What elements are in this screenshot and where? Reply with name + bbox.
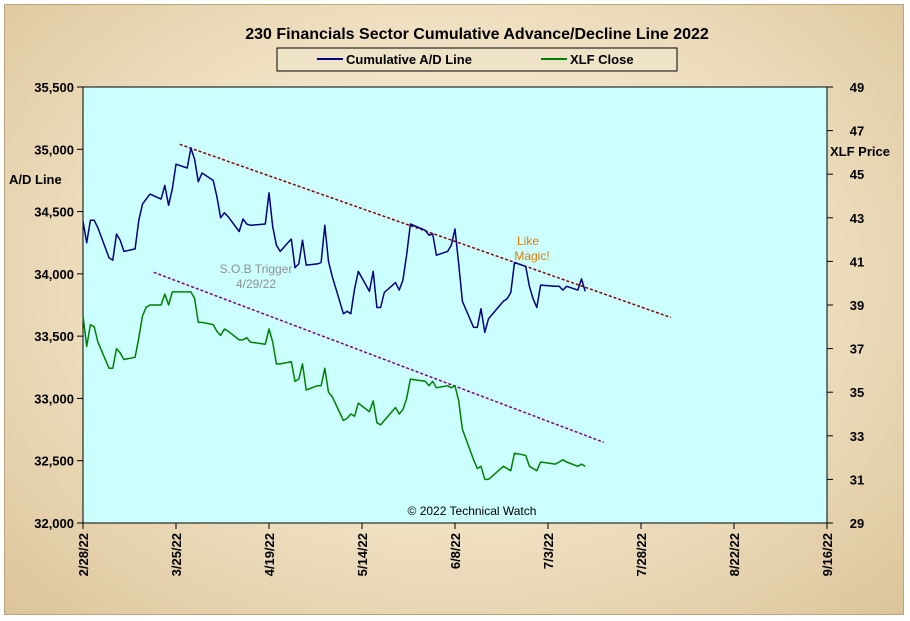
trendline-xlf [153, 271, 605, 444]
x-tick-label: 4/19/22 [262, 533, 277, 576]
left-tick-label: 32,000 [34, 516, 74, 531]
x-tick-label: 9/16/22 [820, 533, 835, 576]
right-axis-label: XLF Price [830, 144, 890, 159]
right-tick-label: 39 [850, 298, 864, 313]
left-tick-label: 34,500 [34, 205, 74, 220]
left-axis-ticks: 35,500 35,000 34,500 34,000 33,500 33,000 32,5… [34, 80, 83, 531]
copyright-text: © 2022 Technical Watch [408, 504, 537, 518]
x-tick-label: 7/28/22 [634, 533, 649, 576]
right-tick-label: 49 [850, 80, 864, 95]
right-tick-label: 43 [850, 211, 864, 226]
left-tick-label: 35,500 [34, 80, 74, 95]
annotation-sob: S.O.B Trigger [220, 262, 293, 276]
x-axis-ticks: 2/28/22 3/25/22 4/19/22 5/14/22 6/8/22 7/3/22… [76, 523, 835, 576]
legend: Cumulative A/D Line XLF Close [276, 47, 678, 72]
x-tick-label: 2/28/22 [76, 533, 91, 576]
x-tick-label: 7/3/22 [541, 533, 556, 569]
right-tick-label: 37 [850, 342, 864, 357]
right-tick-label: 47 [850, 124, 864, 139]
x-tick-label: 5/14/22 [355, 533, 370, 576]
x-tick-label: 8/22/22 [727, 533, 742, 576]
right-axis-ticks: 49 47 45 43 41 39 37 35 33 31 29 [827, 80, 864, 531]
left-tick-label: 34,000 [34, 267, 74, 282]
series-ad-line [82, 147, 586, 334]
left-tick-label: 32,500 [34, 454, 74, 469]
annotation-magic: Magic! [514, 249, 549, 263]
right-tick-label: 45 [850, 167, 864, 182]
right-tick-label: 29 [850, 516, 864, 531]
series-lines [82, 147, 586, 481]
plot-area [82, 86, 828, 524]
right-tick-label: 33 [850, 429, 864, 444]
series-xlf-close [82, 291, 586, 481]
legend-label-xlf: XLF Close [570, 52, 634, 67]
left-tick-label: 33,000 [34, 391, 74, 406]
chart-svg: 230 Financials Sector Cumulative Advance… [9, 26, 890, 576]
x-tick-label: 6/8/22 [448, 533, 463, 569]
annotation-sob-date: 4/29/22 [236, 277, 276, 291]
left-tick-label: 35,000 [34, 142, 74, 157]
legend-label-ad: Cumulative A/D Line [346, 52, 472, 67]
left-axis-label: A/D Line [9, 172, 62, 187]
left-tick-label: 33,500 [34, 329, 74, 344]
right-tick-label: 35 [850, 385, 864, 400]
chart-title: 230 Financials Sector Cumulative Advance… [245, 26, 709, 43]
right-tick-label: 31 [850, 472, 864, 487]
x-tick-label: 3/25/22 [169, 533, 184, 576]
right-tick-label: 41 [850, 254, 864, 269]
chart-frame: 230 Financials Sector Cumulative Advance… [4, 4, 904, 615]
annotation-like: Like [517, 234, 539, 248]
